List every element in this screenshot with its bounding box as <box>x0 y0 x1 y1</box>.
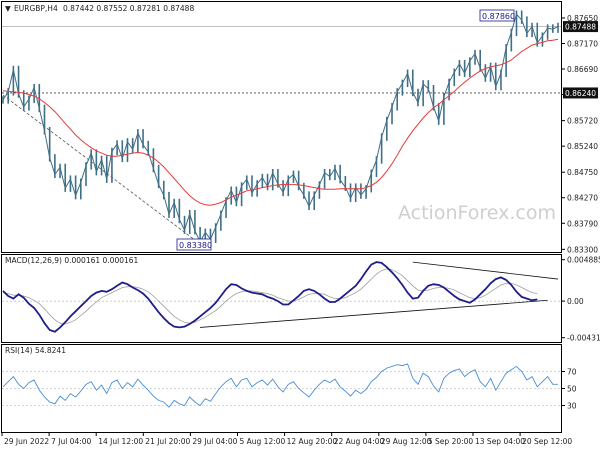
rsi-y-tick-label: 50 <box>567 385 577 394</box>
macd-y-tick-label: 0.004885 <box>567 256 600 265</box>
ohlc-readout: 0.87442 0.87552 0.87281 0.87488 <box>63 4 194 13</box>
price-y-tick-label: 0.83790 <box>567 219 598 228</box>
x-tick-label: 13 Sep 04:00 <box>475 437 525 446</box>
rsi-panel-frame <box>1 344 562 433</box>
macd-trendline <box>412 261 559 280</box>
x-tick-label: 5 Sep 20:00 <box>428 437 474 446</box>
price-y-tick-label: 0.84750 <box>567 168 598 177</box>
x-tick-label: 14 Jul 12:00 <box>98 437 143 446</box>
x-tick-label: 20 Sep 12:00 <box>522 437 572 446</box>
price-trendline <box>2 94 201 245</box>
price-y-tick-label: 0.85720 <box>567 117 598 126</box>
price-y-tick-label: 0.83300 <box>567 245 598 254</box>
price-panel-frame <box>1 1 562 253</box>
rsi-title: RSI(14) 54.8241 <box>5 346 66 355</box>
x-tick-label: 29 Jun 2022 <box>4 437 49 446</box>
x-tick-label: 29 Jul 04:00 <box>192 437 237 446</box>
current-price-tag-box <box>563 21 598 33</box>
high-label: 0.87860 <box>482 12 515 21</box>
macd-line <box>2 261 538 333</box>
instrument-label: EURGBP,H4 <box>14 4 58 13</box>
macd-y-tick-label: 0.00 <box>567 297 584 306</box>
level-price-tag: 0.86240 <box>565 89 596 98</box>
rsi-y-tick-label: 30 <box>567 402 577 411</box>
macd-trendline <box>200 299 548 328</box>
eurgbp-close-line <box>2 13 559 244</box>
price-y-tick-label: 0.87650 <box>567 14 598 23</box>
low-label: 0.83380 <box>179 241 212 250</box>
price-y-tick-label: 0.86690 <box>567 65 598 74</box>
watermark: ActionForex.com <box>398 202 556 224</box>
high-label-box <box>479 9 515 22</box>
x-tick-label: 7 Jul 04:00 <box>51 437 91 446</box>
rsi-line <box>2 363 558 408</box>
chart-header-arrow-icon: ▼ <box>5 4 11 13</box>
current-price-tag: 0.87488 <box>565 23 596 32</box>
macd-y-tick-label: -0.004315 <box>567 334 600 343</box>
x-tick-label: 21 Jul 20:00 <box>145 437 190 446</box>
level-price-tag-box <box>563 87 598 99</box>
x-tick-label: 5 Aug 12:00 <box>240 437 286 446</box>
low-label-box <box>176 238 212 251</box>
rsi-y-tick-label: 70 <box>567 368 577 377</box>
price-y-tick-label: 0.84270 <box>567 194 598 203</box>
price-y-tick-label: 0.85240 <box>567 142 598 151</box>
x-tick-label: 12 Aug 20:00 <box>287 437 338 446</box>
moving-average-line <box>2 38 559 206</box>
x-tick-label: 29 Aug 12:00 <box>381 437 432 446</box>
price-y-tick-label: 0.87170 <box>567 39 598 48</box>
x-tick-label: 22 Aug 04:00 <box>334 437 385 446</box>
macd-title: MACD(12,26,9) 0.000161 0.000161 <box>5 256 139 265</box>
macd-signal-line <box>2 268 538 325</box>
